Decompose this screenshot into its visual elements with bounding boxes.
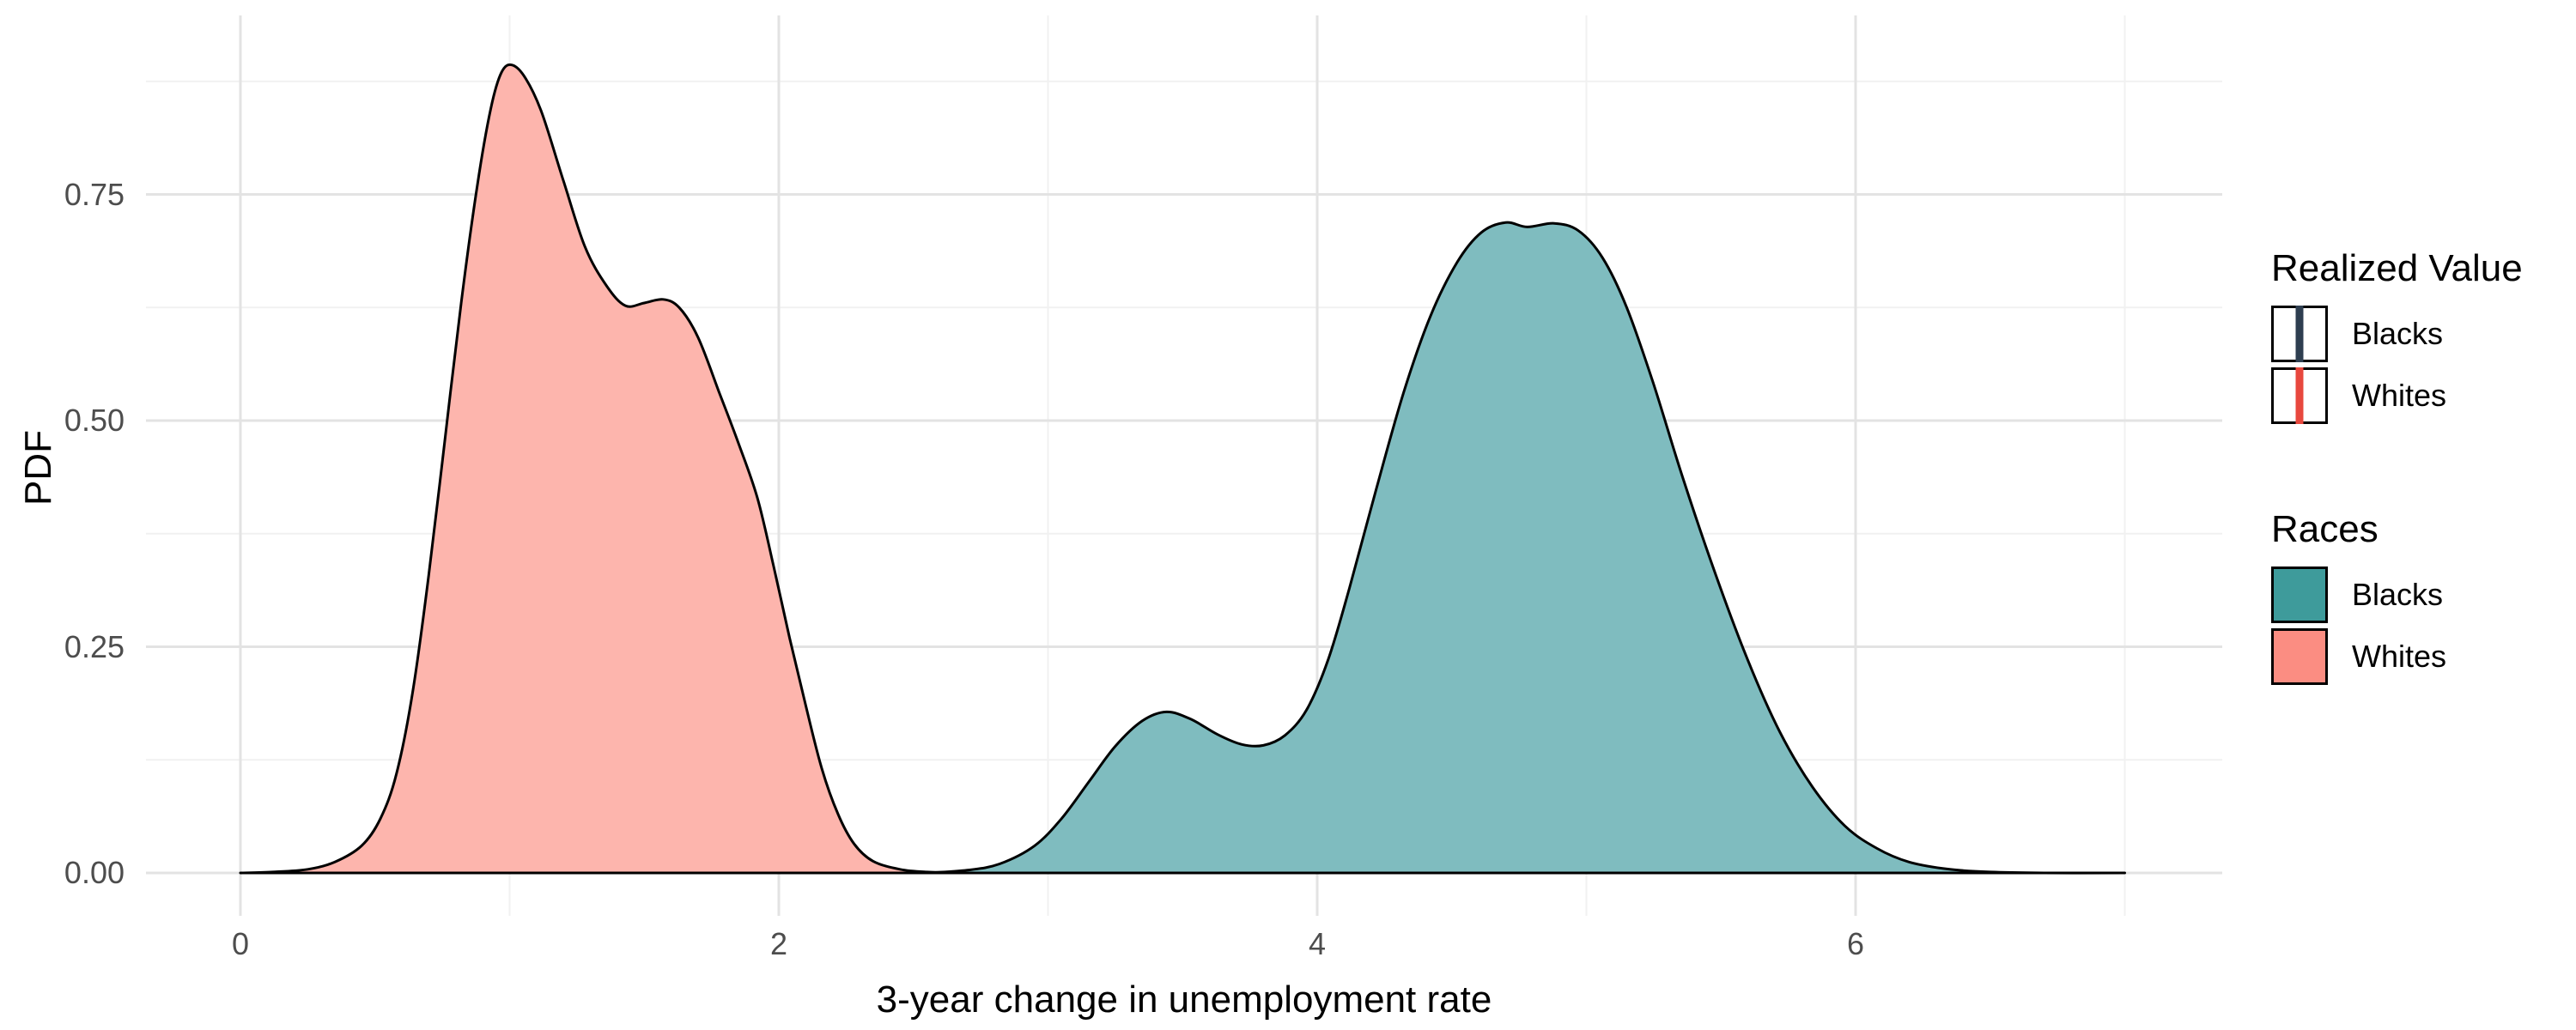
y-tick-label: 0.00 xyxy=(64,855,125,890)
legend-label: Whites xyxy=(2352,639,2447,674)
vline-key-blacks xyxy=(2271,306,2328,362)
x-tick-label: 0 xyxy=(231,926,250,961)
fill-key-blacks xyxy=(2271,566,2328,623)
legend-label: Whites xyxy=(2352,378,2447,413)
x-axis-title: 3-year change in unemployment rate xyxy=(876,978,1492,1021)
y-tick-label: 0.75 xyxy=(64,176,125,212)
legend-item-blacks-vline: Blacks xyxy=(2271,306,2563,362)
legend-item-whites-vline: Whites xyxy=(2271,367,2563,424)
legend-title: Races xyxy=(2271,508,2379,550)
vline-key-whites xyxy=(2271,367,2328,424)
legend-races: Races Blacks Whites xyxy=(2271,508,2563,690)
legend-label: Blacks xyxy=(2352,316,2444,351)
density-area-blacks xyxy=(925,221,2126,875)
density-area-whites xyxy=(239,63,969,875)
legend-item-blacks-fill: Blacks xyxy=(2271,566,2563,623)
legend-title: Realized Value xyxy=(2271,247,2523,289)
x-tick-label: 2 xyxy=(769,926,788,961)
x-tick-label: 6 xyxy=(1846,926,1865,961)
y-axis-title: PDF xyxy=(17,430,59,506)
legend-item-whites-fill: Whites xyxy=(2271,628,2563,685)
legend-realized-value: Realized Value Blacks Whites xyxy=(2271,247,2563,429)
fill-key-whites xyxy=(2271,628,2328,685)
y-tick-label: 0.50 xyxy=(64,403,125,438)
y-tick-label: 0.25 xyxy=(64,628,125,664)
legend-label: Blacks xyxy=(2352,577,2444,612)
vline-swatch xyxy=(2295,306,2304,362)
x-tick-label: 4 xyxy=(1308,926,1327,961)
vline-swatch xyxy=(2295,367,2304,424)
